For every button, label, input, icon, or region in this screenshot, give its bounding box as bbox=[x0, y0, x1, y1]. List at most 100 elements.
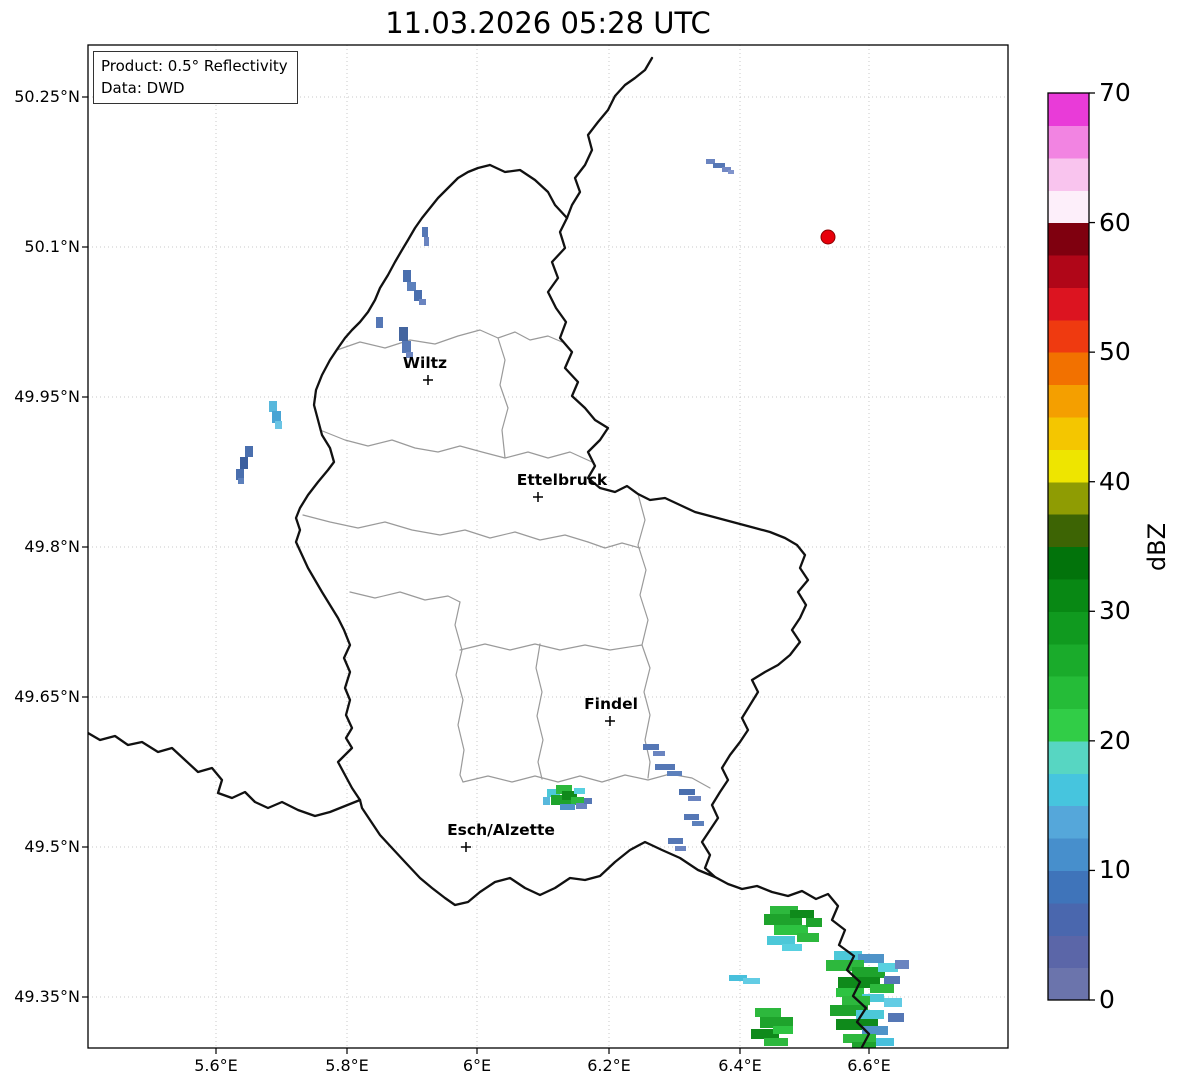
map-content-group bbox=[88, 56, 909, 1048]
radar-echo bbox=[751, 1029, 779, 1039]
district-border bbox=[336, 329, 563, 351]
colorbar-segment bbox=[1048, 546, 1089, 580]
radar-echo bbox=[713, 163, 725, 168]
radar-echo bbox=[667, 771, 682, 776]
colorbar-tick-label: 0 bbox=[1099, 985, 1115, 1014]
radar-echo bbox=[764, 1038, 788, 1046]
colorbar-segment bbox=[1048, 125, 1089, 159]
radar-echo bbox=[755, 1008, 781, 1017]
radar-echo bbox=[422, 227, 428, 237]
radar-site-marker bbox=[820, 229, 836, 245]
radar-echo bbox=[406, 352, 413, 358]
figure-title: 11.03.2026 05:28 UTC bbox=[385, 6, 711, 40]
colorbar-segment bbox=[1048, 190, 1089, 224]
radar-echo bbox=[862, 994, 884, 1002]
data-source-line: Data: DWD bbox=[101, 79, 185, 97]
radar-echo bbox=[414, 290, 422, 301]
france-germany-border bbox=[713, 875, 871, 1048]
radar-echo bbox=[653, 751, 665, 756]
radar-echo bbox=[842, 996, 870, 1005]
x-tick-label: 6.4°E bbox=[718, 1056, 762, 1075]
colorbar-segment bbox=[1048, 611, 1089, 645]
radar-echo bbox=[728, 170, 734, 174]
colorbar-segment bbox=[1048, 449, 1089, 483]
radar-echo bbox=[806, 918, 822, 927]
colorbar-segment bbox=[1048, 870, 1089, 904]
radar-echo bbox=[547, 789, 560, 797]
radar-echo bbox=[852, 967, 885, 978]
radar-echo bbox=[774, 925, 808, 935]
radar-echo bbox=[826, 960, 864, 971]
radar-echo bbox=[543, 797, 550, 805]
radar-echo bbox=[884, 998, 902, 1007]
colorbar-frame bbox=[1047, 92, 1090, 1001]
district-border bbox=[454, 601, 465, 783]
colorbar-segment bbox=[1048, 319, 1089, 353]
radar-echo bbox=[870, 984, 894, 993]
colorbar-tick-label: 20 bbox=[1099, 725, 1131, 755]
colorbar-segment bbox=[1048, 708, 1089, 742]
colorbar-tick-label: 10 bbox=[1099, 855, 1131, 885]
district-border bbox=[459, 643, 643, 651]
product-info-line: Product: 0.5° Reflectivity bbox=[101, 57, 288, 75]
radar-echo bbox=[399, 327, 408, 341]
city-label: Ettelbruck bbox=[516, 471, 608, 489]
radar-echo bbox=[858, 954, 884, 963]
radar-echo bbox=[560, 804, 575, 810]
radar-echo bbox=[240, 457, 248, 469]
radar-echo bbox=[836, 1019, 878, 1030]
colorbar-segment bbox=[1048, 481, 1089, 515]
colorbar-segment bbox=[1048, 254, 1089, 288]
radar-echo bbox=[655, 764, 675, 770]
radar-echo bbox=[675, 846, 686, 851]
radar-echo bbox=[767, 936, 795, 945]
belgium-germany-border bbox=[565, 56, 654, 220]
colorbar-segment bbox=[1048, 93, 1089, 126]
radar-echo bbox=[556, 785, 572, 794]
colorbar-segment bbox=[1048, 902, 1089, 936]
radar-echo bbox=[830, 1005, 868, 1016]
radar-echo bbox=[238, 478, 244, 484]
luxembourg-border bbox=[294, 163, 810, 907]
radar-echo bbox=[722, 167, 731, 172]
colorbar-segment bbox=[1048, 967, 1089, 1001]
radar-echo bbox=[895, 960, 909, 969]
colorbar-segment bbox=[1048, 643, 1089, 677]
radar-echo bbox=[729, 975, 747, 981]
radar-echo bbox=[419, 299, 426, 305]
x-tick-label: 6°E bbox=[462, 1056, 492, 1075]
colorbar-segment bbox=[1048, 514, 1089, 548]
radar-echo bbox=[862, 1026, 888, 1035]
radar-echo bbox=[245, 446, 253, 457]
radar-echo bbox=[269, 401, 277, 412]
radar-echo bbox=[843, 1034, 876, 1043]
radar-echo bbox=[576, 803, 587, 809]
radar-echo bbox=[403, 270, 411, 282]
y-tick-label: 49.65°N bbox=[14, 687, 80, 706]
radar-echo bbox=[272, 411, 281, 423]
district-border bbox=[497, 337, 509, 459]
colorbar-tick-label: 60 bbox=[1099, 207, 1131, 237]
radar-echo bbox=[562, 791, 577, 800]
radar-echo bbox=[876, 1038, 894, 1046]
x-tick-label: 5.6°E bbox=[194, 1056, 238, 1075]
colorbar-tick-label: 30 bbox=[1099, 596, 1131, 626]
y-tick-label: 50.25°N bbox=[14, 87, 80, 106]
district-border bbox=[349, 591, 461, 603]
product-info-box: Product: 0.5° Reflectivity Data: DWD bbox=[93, 51, 298, 104]
radar-echo bbox=[782, 944, 802, 951]
radar-echo bbox=[856, 1010, 884, 1019]
radar-echo bbox=[424, 237, 429, 246]
district-border bbox=[302, 514, 589, 543]
colorbar-axis-label: dBZ bbox=[1143, 522, 1171, 572]
district-border bbox=[637, 493, 651, 779]
colorbar-segment bbox=[1048, 740, 1089, 774]
radar-echo bbox=[574, 788, 585, 794]
colorbar-segment bbox=[1048, 287, 1089, 321]
radar-echo bbox=[376, 317, 383, 328]
radar-echo bbox=[692, 821, 704, 826]
radar-echo bbox=[764, 914, 802, 925]
radar-echo bbox=[402, 341, 411, 353]
x-tick-label: 6.2°E bbox=[587, 1056, 631, 1075]
radar-echo bbox=[643, 744, 659, 750]
